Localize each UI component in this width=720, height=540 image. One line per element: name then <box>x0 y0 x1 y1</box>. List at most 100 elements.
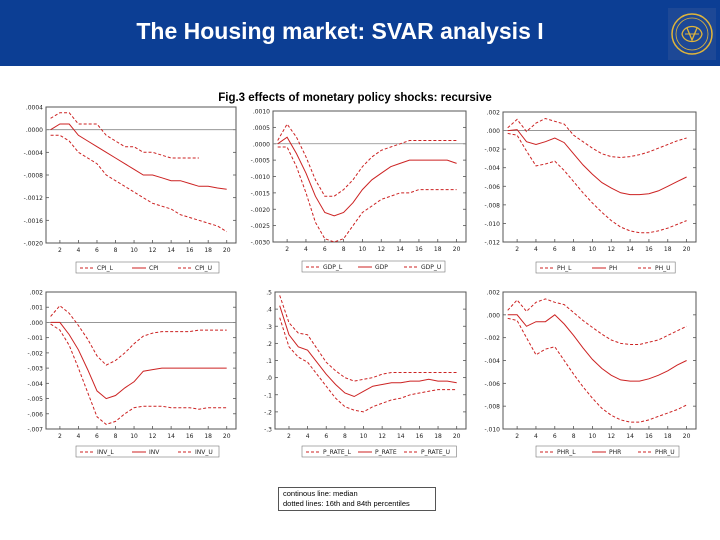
x-tick-label-ph: 16 <box>645 246 653 253</box>
x-tick-label-prate: 6 <box>324 433 328 440</box>
y-tick-label-cpi: -.0020 <box>24 241 44 248</box>
plot-frame-cpi <box>45 106 237 244</box>
panel-cpi: .0004 .0000 -.0004 -.0008 -.0012 -.0016 -.0020… <box>24 105 237 274</box>
y-tick-label-prate: -.1 <box>264 392 272 399</box>
x-tick-label-gdp: 14 <box>396 246 404 253</box>
x-tick-label-inv: 12 <box>149 433 157 440</box>
legend-label-gdp-l: GDP_L <box>323 264 343 271</box>
x-tick-label-phr: 6 <box>553 433 557 440</box>
x-tick-label-gdp: 18 <box>434 246 442 253</box>
title-bar: The Housing market: SVAR analysis I <box>0 0 720 66</box>
figure-title: Fig.3 effects of monetary policy shocks:… <box>218 92 492 104</box>
y-tick-label-cpi: .0000 <box>26 127 43 134</box>
x-tick-label-prate: 10 <box>360 433 368 440</box>
y-tick-label-gdp: .0000 <box>253 141 270 148</box>
panel-phr: .002 .000 -.002 -.004 -.006 -.008 -.010 2 4 6 8 10 1… <box>484 290 697 458</box>
figure-note: continous line: median dotted lines: 16t… <box>278 487 436 511</box>
series-line-p-rate-l <box>279 317 457 413</box>
legend-box-cpi <box>75 261 220 274</box>
x-tick-label-prate: 18 <box>434 433 442 440</box>
y-tick-label-ph: -.006 <box>484 184 500 191</box>
series-line-ph-u <box>507 117 687 159</box>
x-tick-label-phr: 14 <box>626 433 634 440</box>
y-tick-label-inv: .002 <box>30 290 44 297</box>
legend-label-p-rate-u: P_RATE_U <box>421 449 450 456</box>
x-tick-label-inv: 2 <box>58 433 62 440</box>
y-tick-label-inv: -.002 <box>27 350 43 357</box>
y-tick-label-prate: .3 <box>266 324 272 331</box>
x-tick-label-ph: 4 <box>534 246 538 253</box>
y-tick-label-gdp: .0005 <box>253 125 270 132</box>
y-tick-label-ph: -.008 <box>484 202 500 209</box>
y-tick-label-ph: -.012 <box>484 240 500 247</box>
x-tick-label-ph: 10 <box>589 246 597 253</box>
x-tick-label-phr: 20 <box>683 433 691 440</box>
legend-box-prate <box>301 445 457 458</box>
series-line-inv-u <box>50 305 227 366</box>
x-tick-label-ph: 20 <box>683 246 691 253</box>
x-tick-label-prate: 12 <box>378 433 386 440</box>
x-tick-label-cpi: 16 <box>186 247 194 254</box>
y-tick-label-prate: .4 <box>266 307 272 314</box>
x-tick-label-ph: 14 <box>626 246 634 253</box>
y-tick-label-phr: .000 <box>487 312 501 319</box>
y-tick-label-cpi: -.0004 <box>24 150 44 157</box>
legend-label-p-rate: P_RATE <box>375 449 397 456</box>
x-tick-label-ph: 2 <box>515 246 519 253</box>
legend-label-inv: INV <box>149 449 160 456</box>
y-tick-label-inv: -.006 <box>27 411 43 418</box>
panel-gdp: .0010 .0005 .0000 -.0005 -.0010 -.0015 -.0020 -… <box>251 109 467 273</box>
y-tick-label-prate: -.2 <box>264 409 272 416</box>
slide-title: The Housing market: SVAR analysis I <box>136 18 544 44</box>
legend-label-p-rate-l: P_RATE_L <box>323 449 352 456</box>
y-tick-label-phr: -.006 <box>484 381 500 388</box>
legend-label-inv-l: INV_L <box>97 449 114 456</box>
x-tick-label-cpi: 20 <box>223 247 231 254</box>
x-tick-label-prate: 8 <box>343 433 347 440</box>
legend-phr: PHR_L PHR PHR_U <box>535 445 680 458</box>
y-tick-label-cpi: -.0012 <box>24 195 44 202</box>
y-tick-label-gdp: -.0020 <box>251 207 271 214</box>
y-tick-label-inv: -.001 <box>27 335 43 342</box>
x-tick-label-ph: 18 <box>664 246 672 253</box>
x-tick-label-inv: 4 <box>77 433 81 440</box>
series-line-cpi <box>50 123 227 190</box>
legend-label-cpi-l: CPI_L <box>97 265 114 272</box>
x-tick-label-phr: 16 <box>645 433 653 440</box>
x-tick-label-phr: 2 <box>515 433 519 440</box>
x-tick-label-gdp: 12 <box>377 246 385 253</box>
panel-inv: .002 .001 .000 -.001 -.002 -.003 -.004 -.005 -.0… <box>27 290 237 458</box>
series-line-ph-l <box>507 132 687 234</box>
x-tick-label-phr: 8 <box>572 433 576 440</box>
legend-inv: INV_L INV INV_U <box>75 445 220 458</box>
series-line-phr-l <box>507 317 687 423</box>
y-tick-label-gdp: .0010 <box>253 109 270 116</box>
legend-ph: PH_L PH PH_U <box>535 261 676 274</box>
y-tick-label-phr: .002 <box>487 290 501 297</box>
note-line-percentiles: dotted lines: 16th and 84th percentiles <box>283 499 410 508</box>
x-tick-label-phr: 4 <box>534 433 538 440</box>
series-line-cpi-u <box>50 112 199 159</box>
plot-frame-prate <box>274 291 467 430</box>
series-line-inv-l <box>50 323 227 425</box>
series-line-phr-u <box>507 298 687 345</box>
y-tick-label-prate: .5 <box>266 290 272 297</box>
legend-label-cpi-u: CPI_U <box>195 265 212 272</box>
legend-label-phr: PHR <box>609 449 621 456</box>
x-tick-label-prate: 16 <box>416 433 424 440</box>
x-tick-label-cpi: 12 <box>149 247 157 254</box>
legend-cpi: CPI_L CPI CPI_U <box>75 261 220 274</box>
y-tick-label-gdp: -.0010 <box>251 174 271 181</box>
y-tick-label-ph: .002 <box>487 110 501 117</box>
x-tick-label-inv: 20 <box>223 433 231 440</box>
y-tick-label-inv: .001 <box>30 305 44 312</box>
y-tick-label-ph: .000 <box>487 128 501 135</box>
x-tick-label-phr: 10 <box>589 433 597 440</box>
panel-ph: .002 .000 -.002 -.004 -.006 -.008 -.010 -.012 2 4… <box>484 110 697 274</box>
x-tick-label-inv: 14 <box>167 433 175 440</box>
panel-prate: .5 .4 .3 .2 .1 .0 -.1 -.2 -.3 2 4 6 8 10 12 14 16 18 20 P_R… <box>264 290 467 458</box>
y-tick-label-inv: -.005 <box>27 396 43 403</box>
legend-box-phr <box>535 445 680 458</box>
y-tick-label-gdp: -.0025 <box>251 223 271 230</box>
